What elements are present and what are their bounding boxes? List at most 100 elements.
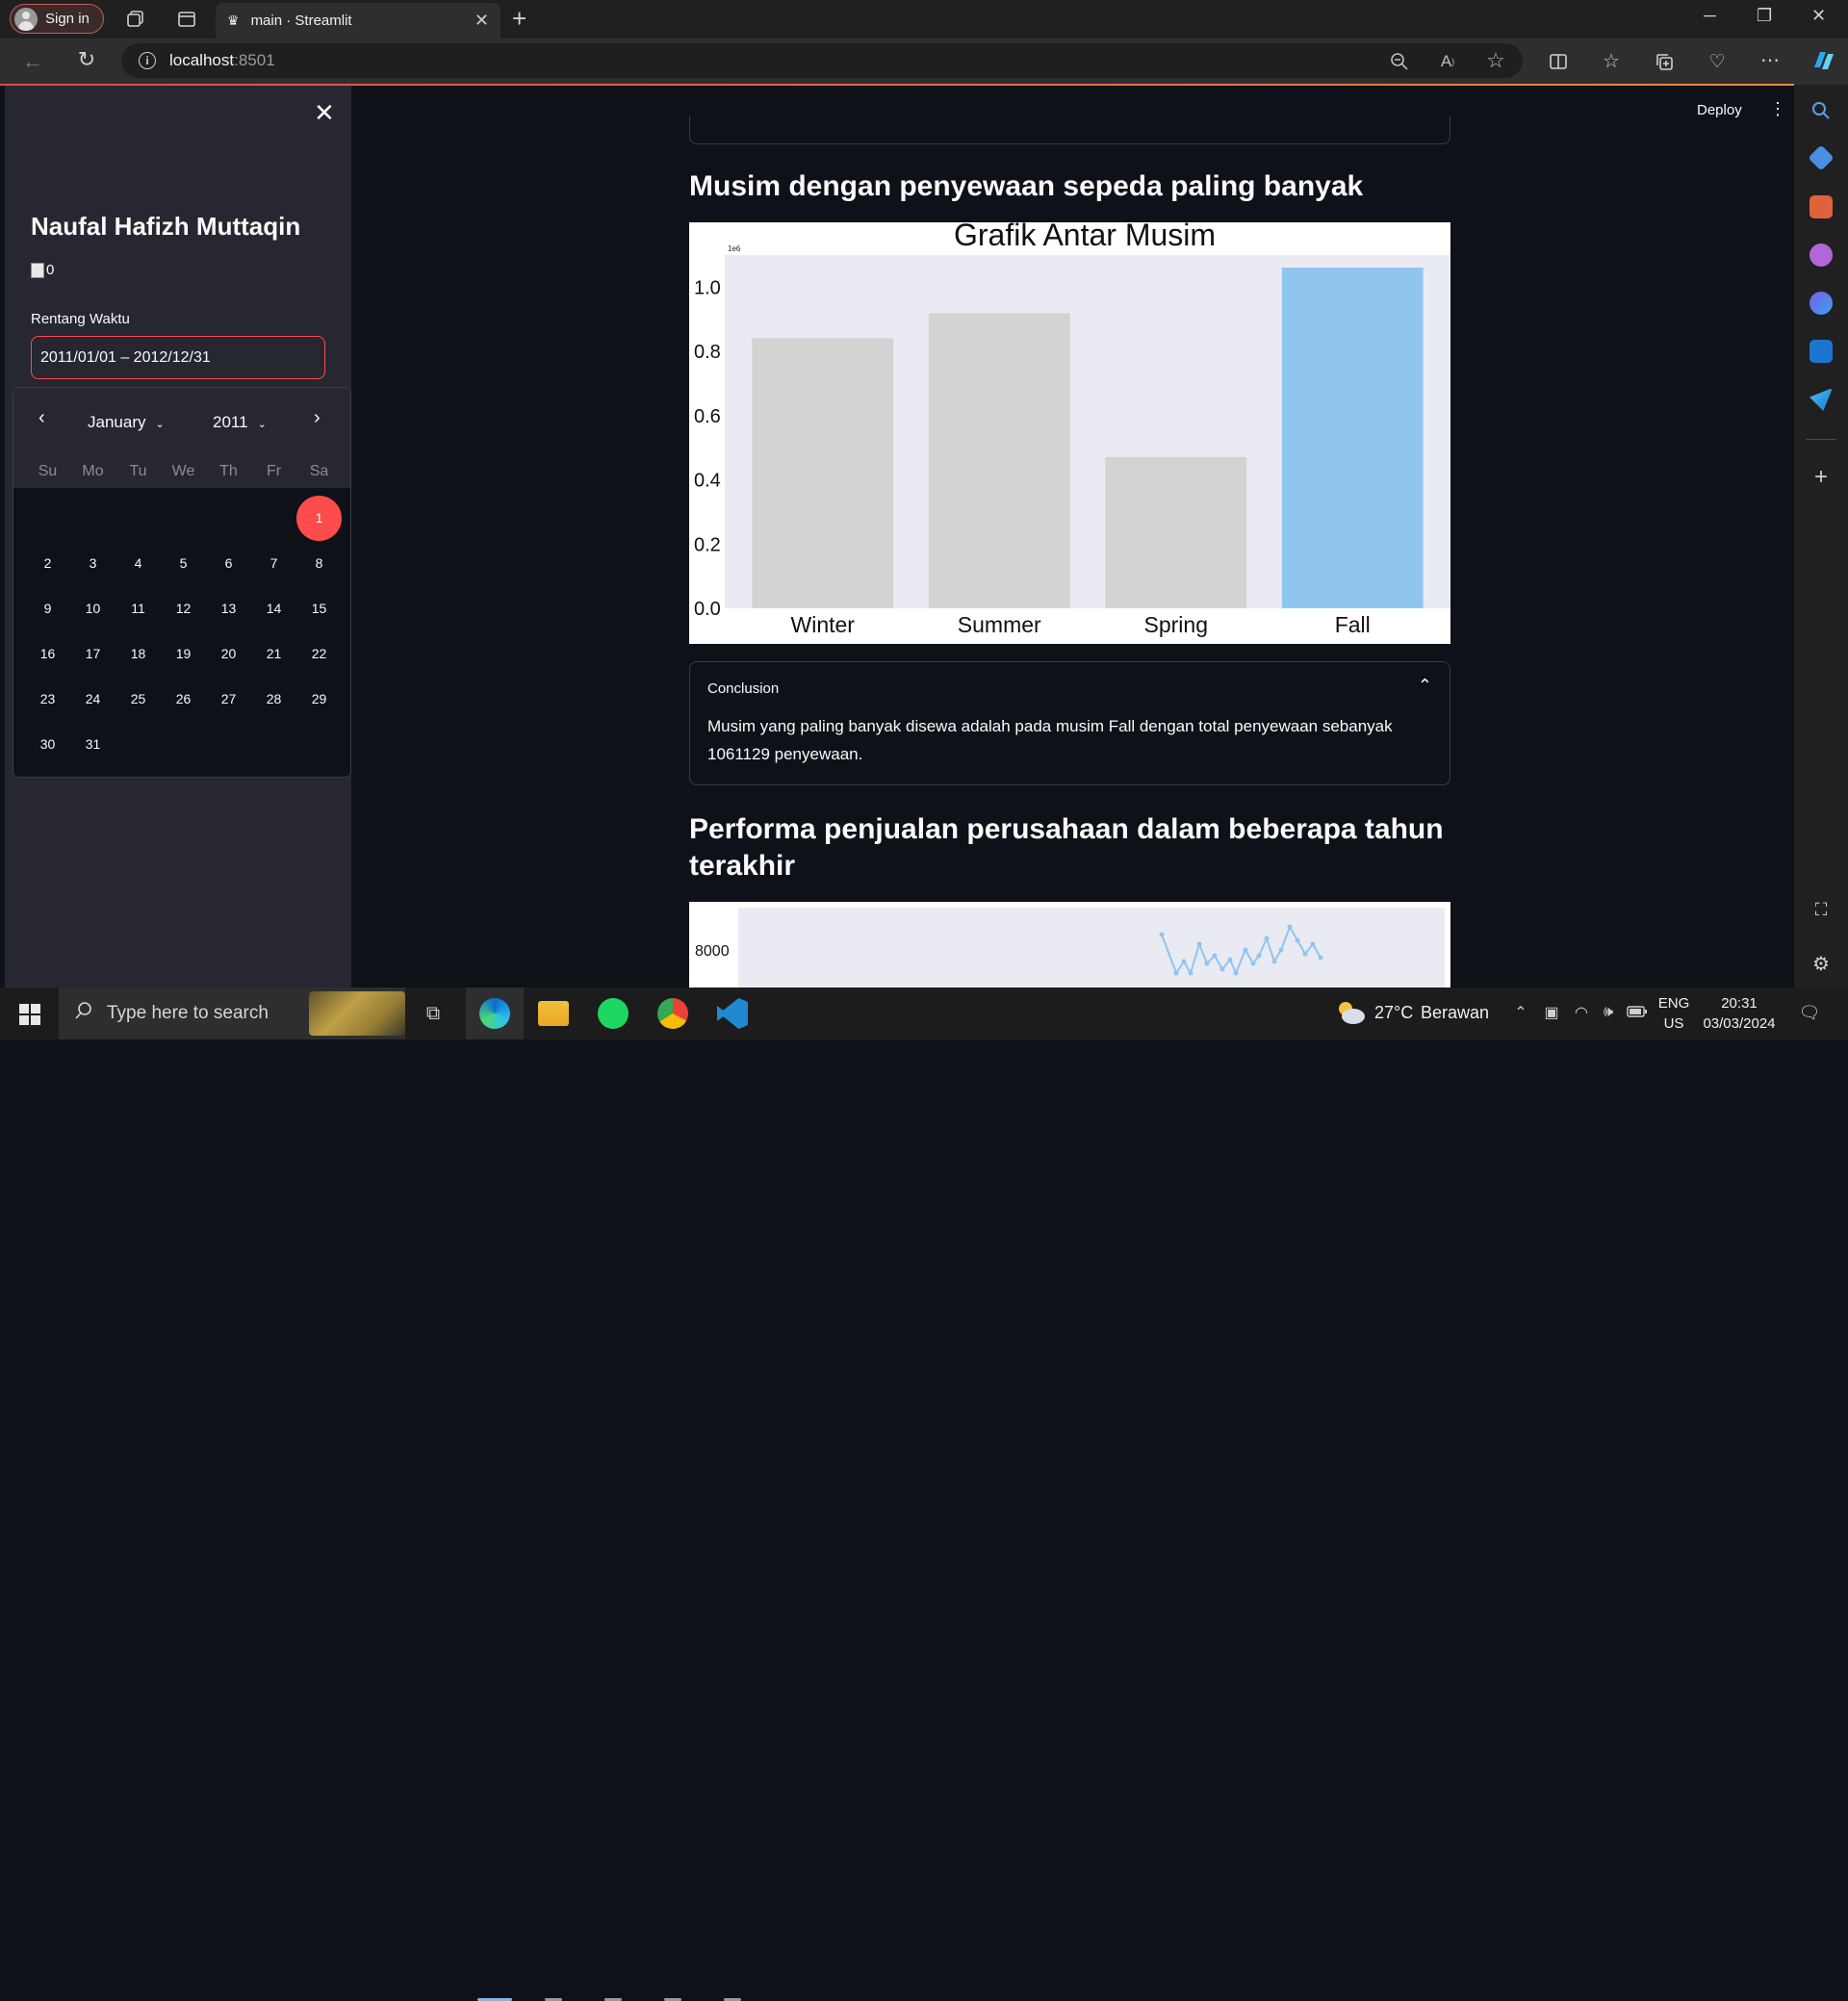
file-explorer-icon[interactable] xyxy=(538,1001,569,1026)
zoom-out-icon[interactable] xyxy=(1388,50,1411,73)
spotify-icon[interactable] xyxy=(598,998,629,1029)
calendar-day[interactable]: 22 xyxy=(311,646,327,661)
close-window-icon[interactable]: ✕ xyxy=(1811,6,1827,25)
url-field[interactable]: i localhost:8501 xyxy=(121,43,1523,78)
clock[interactable]: 20:31 03/03/2024 xyxy=(1698,993,1781,1034)
task-view-icon[interactable]: ⧉ xyxy=(425,1002,441,1024)
weather-temp[interactable]: 27°C xyxy=(1374,1003,1414,1022)
url-port: :8501 xyxy=(234,51,275,69)
previous-month-icon[interactable]: ‹ xyxy=(38,407,45,428)
edge-browser-icon[interactable] xyxy=(479,998,510,1029)
taskbar-search-box[interactable]: Type here to search xyxy=(59,988,405,1039)
battery-icon[interactable] xyxy=(1627,1005,1648,1018)
wifi-icon[interactable]: ◠ xyxy=(1575,1005,1588,1021)
calendar-day[interactable]: 26 xyxy=(175,691,192,706)
sign-in-button[interactable]: Sign in xyxy=(10,4,104,34)
close-tab-icon[interactable]: ✕ xyxy=(474,11,489,30)
calendar-day[interactable]: 30 xyxy=(39,736,56,752)
input-language[interactable]: ENG US xyxy=(1657,993,1690,1034)
calendar-day[interactable]: 6 xyxy=(224,555,233,571)
chevron-up-icon[interactable]: ⌃ xyxy=(1417,676,1432,695)
settings-gear-icon[interactable]: ⚙ xyxy=(1812,953,1830,975)
calendar-day[interactable]: 29 xyxy=(311,691,327,706)
chrome-icon[interactable] xyxy=(657,998,688,1029)
bar-winter xyxy=(752,338,894,608)
split-screen-icon[interactable] xyxy=(1547,50,1570,73)
conclusion-expander[interactable]: Conclusion ⌃ Musim yang paling banyak di… xyxy=(689,661,1450,785)
minimize-icon[interactable]: ─ xyxy=(1704,6,1716,25)
workspaces-icon[interactable] xyxy=(125,9,146,30)
broken-image-icon xyxy=(31,262,44,278)
series-point xyxy=(1227,957,1233,962)
notification-icon[interactable]: 🗨 xyxy=(1798,1002,1821,1022)
search-icon[interactable] xyxy=(1810,99,1833,122)
calendar-day[interactable]: 17 xyxy=(85,646,101,661)
calendar-day[interactable]: 23 xyxy=(39,691,56,706)
vscode-icon[interactable] xyxy=(717,998,748,1029)
chevron-down-icon: ⌄ xyxy=(155,419,165,430)
calendar-day[interactable]: 14 xyxy=(266,601,282,616)
main-menu-icon[interactable]: ⋮ xyxy=(1769,99,1786,118)
close-sidebar-icon[interactable]: ✕ xyxy=(314,98,335,127)
new-tab-button[interactable]: + xyxy=(512,4,527,33)
calendar-day[interactable]: 12 xyxy=(175,601,192,616)
date-range-input[interactable]: 2011/01/01 – 2012/12/31 xyxy=(31,336,325,379)
calendar-day[interactable]: 5 xyxy=(179,555,188,571)
favorites-icon[interactable]: ☆ xyxy=(1603,50,1620,72)
copilot-icon[interactable] xyxy=(1810,47,1836,74)
add-rail-item-icon[interactable]: + xyxy=(1813,464,1828,490)
site-info-icon[interactable]: i xyxy=(139,52,156,69)
calendar-day[interactable]: 11 xyxy=(131,601,145,616)
calendar-day[interactable]: 10 xyxy=(85,601,101,616)
tools-briefcase-icon[interactable] xyxy=(1810,195,1833,218)
read-aloud-icon[interactable]: A) xyxy=(1440,52,1455,70)
favorite-star-icon[interactable]: ☆ xyxy=(1486,48,1505,72)
calendar-day[interactable]: 24 xyxy=(85,691,101,706)
conclusion-title: Conclusion xyxy=(707,680,780,697)
calendar-day[interactable]: 9 xyxy=(43,601,52,616)
weather-cloud-icon[interactable] xyxy=(1334,999,1367,1026)
calendar-day[interactable]: 20 xyxy=(220,646,237,661)
calendar-day[interactable]: 8 xyxy=(315,555,323,571)
next-month-icon[interactable]: › xyxy=(314,407,321,428)
calendar-day[interactable]: 16 xyxy=(39,646,56,661)
deploy-button[interactable]: Deploy xyxy=(1697,102,1742,118)
series-point xyxy=(1278,947,1284,953)
browser-essentials-icon[interactable]: ♡ xyxy=(1708,51,1726,72)
calendar-day[interactable]: 15 xyxy=(311,601,327,616)
calendar-day[interactable]: 13 xyxy=(220,601,237,616)
calendar-day[interactable]: 3 xyxy=(89,555,97,571)
restore-icon[interactable]: ❐ xyxy=(1757,6,1773,25)
series-point xyxy=(1196,941,1202,947)
volume-icon[interactable]: 🕪 xyxy=(1603,1004,1614,1020)
calendar-day[interactable]: 2 xyxy=(43,555,52,571)
weather-desc[interactable]: Berawan xyxy=(1421,1003,1490,1022)
games-icon[interactable] xyxy=(1810,244,1833,267)
calendar-day[interactable]: 18 xyxy=(130,646,146,661)
calendar-day[interactable]: 19 xyxy=(175,646,192,661)
collections-icon[interactable] xyxy=(1653,50,1676,73)
year-select[interactable]: 2011 ⌄ xyxy=(213,413,267,432)
calendar-day[interactable]: 27 xyxy=(220,691,237,706)
calendar-day[interactable]: 28 xyxy=(266,691,282,706)
tab-streamlit[interactable]: ♛ main · Streamlit ✕ xyxy=(216,3,500,38)
refresh-icon[interactable]: ↻ xyxy=(77,47,96,71)
vertical-tabs-icon[interactable] xyxy=(176,9,197,30)
meet-now-icon[interactable]: ▣ xyxy=(1544,1005,1559,1021)
calendar-day[interactable]: 7 xyxy=(270,555,278,571)
calendar-day[interactable]: 25 xyxy=(130,691,146,706)
screenshot-icon[interactable]: ⛶ xyxy=(1814,899,1828,919)
show-hidden-icons-chevron[interactable]: ⌃ xyxy=(1514,1005,1527,1021)
previous-section-box xyxy=(689,115,1450,144)
more-options-icon[interactable]: ⋯ xyxy=(1760,49,1780,71)
back-arrow-icon[interactable]: ← xyxy=(22,49,43,73)
month-select[interactable]: January ⌄ xyxy=(88,413,165,432)
windows-start-icon[interactable] xyxy=(19,1004,40,1025)
calendar-day[interactable]: 31 xyxy=(85,736,101,752)
microsoft-365-icon[interactable] xyxy=(1810,292,1833,315)
calendar-day-selected[interactable]: 1 xyxy=(296,496,342,541)
calendar-day[interactable]: 4 xyxy=(134,555,142,571)
outlook-icon[interactable] xyxy=(1810,340,1833,363)
calendar-day[interactable]: 21 xyxy=(266,646,282,661)
